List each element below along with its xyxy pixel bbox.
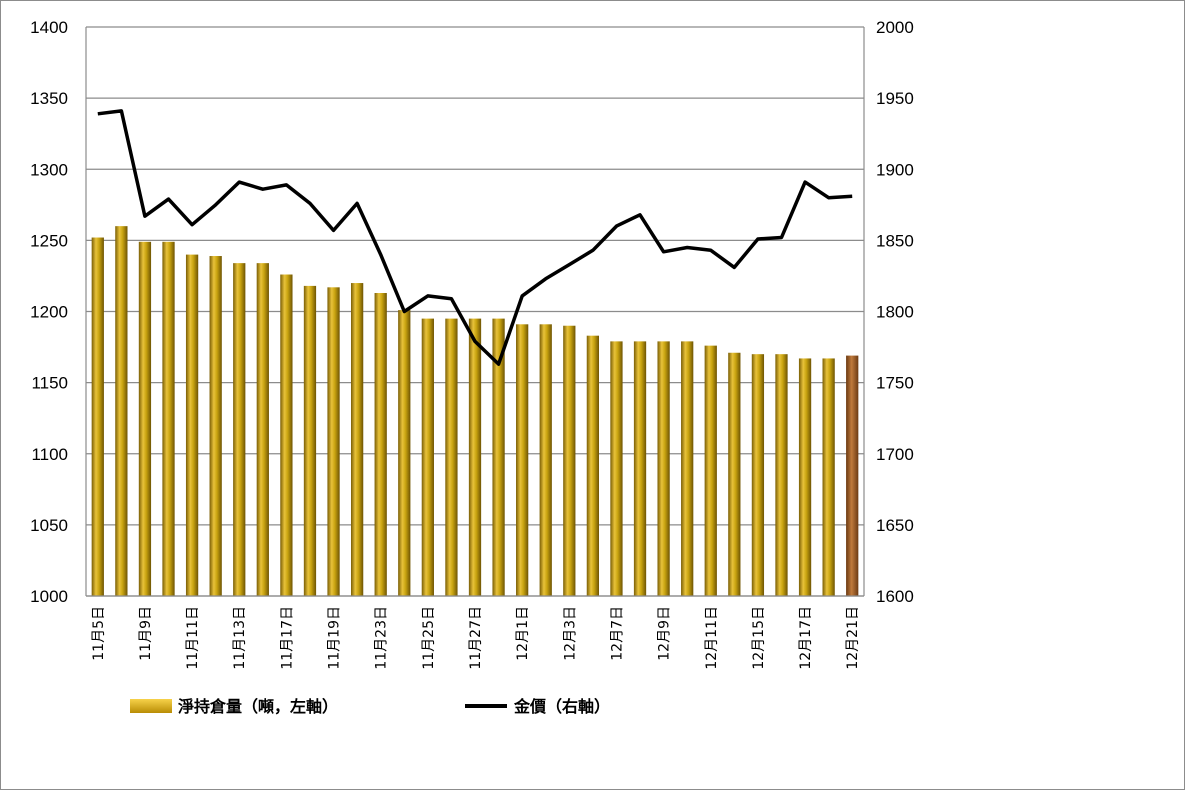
x-tick-label: 11月19日: [327, 606, 343, 670]
bar: [610, 341, 623, 596]
legend-label-bars: 淨持倉量（噸，左軸）: [178, 697, 338, 716]
legend: 淨持倉量（噸，左軸） 金價（右軸）: [130, 697, 610, 716]
bar: [162, 241, 175, 597]
x-tick-label: 12月1日: [515, 606, 531, 661]
right-axis-ticks: 1600 1650 1700 1750 1800 1850 1900 1950 2000: [876, 18, 914, 606]
legend-label-line: 金價（右軸）: [513, 697, 610, 716]
x-tick-label: 11月5日: [91, 606, 107, 661]
left-tick-label: 1200: [30, 303, 68, 322]
x-tick-label: 12月9日: [657, 606, 673, 661]
bar: [728, 352, 741, 596]
right-tick-label: 1900: [876, 160, 914, 179]
bar: [256, 263, 269, 596]
bar: [563, 325, 576, 596]
bar: [398, 310, 411, 596]
right-tick-label: 2000: [876, 18, 914, 37]
left-tick-label: 1050: [30, 516, 68, 535]
x-tick-label: 11月23日: [374, 606, 390, 670]
right-tick-label: 1600: [876, 587, 914, 606]
bar: [327, 287, 340, 596]
x-tick-label: 12月15日: [751, 606, 767, 670]
right-tick-label: 1700: [876, 445, 914, 464]
bar: [704, 345, 717, 596]
x-tick-label: 12月11日: [704, 606, 720, 670]
bar: [846, 355, 859, 596]
bar: [798, 358, 812, 596]
left-tick-label: 1150: [31, 374, 68, 393]
x-tick-label: 11月11日: [185, 606, 201, 670]
bar: [91, 237, 104, 596]
right-tick-label: 1800: [876, 303, 914, 322]
bar: [751, 354, 765, 596]
left-tick-label: 1350: [30, 89, 68, 108]
bar: [374, 293, 387, 596]
left-tick-label: 1000: [30, 587, 68, 606]
bar: [681, 341, 694, 596]
x-tick-label: 12月17日: [798, 606, 814, 670]
left-tick-label: 1300: [30, 160, 68, 179]
x-tick-label: 11月27日: [468, 606, 484, 670]
x-tick-label: 12月21日: [845, 606, 861, 670]
right-tick-label: 1750: [876, 374, 914, 393]
bar-series: [91, 226, 859, 597]
bar: [492, 318, 505, 596]
bar: [539, 324, 552, 596]
x-tick-label: 11月25日: [421, 606, 437, 670]
bar: [350, 283, 364, 596]
bar: [185, 254, 199, 596]
bar: [775, 354, 788, 596]
bar: [468, 318, 482, 596]
axes: [85, 27, 865, 597]
bar: [516, 324, 529, 596]
bar: [421, 318, 434, 596]
right-tick-label: 1650: [876, 516, 914, 535]
x-tick-label: 12月7日: [610, 606, 626, 661]
bar: [209, 256, 222, 596]
bar: [303, 285, 317, 596]
left-axis-ticks: 1000 1050 1100 1150 1200 1250 1300 1350 1400: [30, 18, 68, 606]
bar: [445, 318, 458, 596]
x-tick-label: 11月13日: [232, 606, 248, 670]
legend-swatch-bars: [130, 699, 172, 713]
bar: [280, 274, 293, 596]
left-tick-label: 1400: [30, 18, 68, 37]
line-series: [97, 109, 853, 366]
bar: [822, 358, 835, 596]
right-tick-label: 1950: [876, 89, 914, 108]
bar: [657, 341, 670, 596]
x-tick-label: 11月9日: [138, 606, 154, 661]
x-tick-label: 12月3日: [562, 606, 578, 661]
bar: [138, 241, 152, 597]
left-tick-label: 1250: [30, 231, 68, 250]
x-axis-ticks: 11月5日 11月9日 11月11日 11月13日 11月17日 11月19日 11月23日…: [91, 606, 861, 670]
gold-price-line: [97, 109, 853, 366]
bar: [233, 263, 246, 596]
bar: [115, 226, 128, 596]
left-tick-label: 1100: [31, 445, 68, 464]
bar: [633, 341, 647, 596]
right-tick-label: 1850: [876, 231, 914, 250]
x-tick-label: 11月17日: [279, 606, 295, 670]
bar: [586, 335, 600, 596]
